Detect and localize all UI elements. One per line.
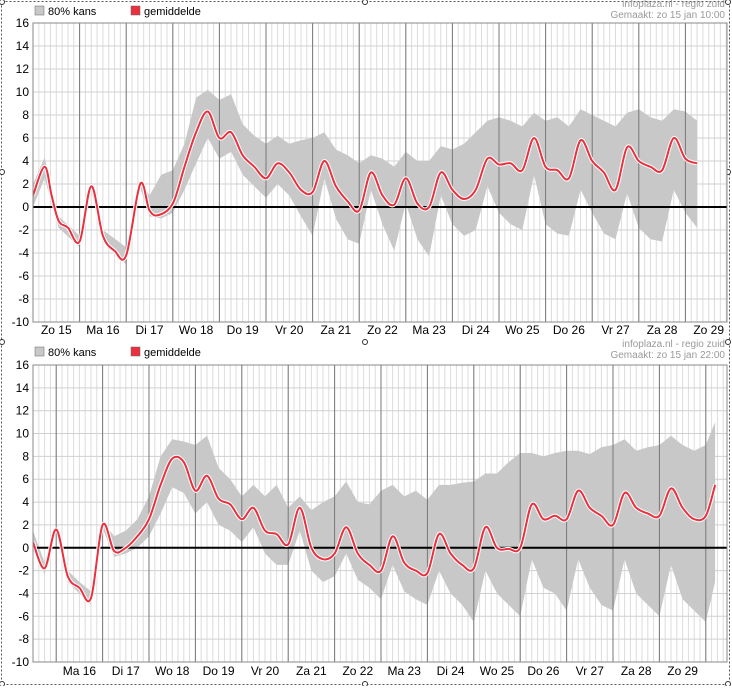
y-tick-label: -2 bbox=[18, 564, 29, 578]
legend-band-swatch bbox=[34, 346, 45, 357]
plot-inner bbox=[33, 23, 727, 322]
x-day-label: Za 28 bbox=[621, 664, 652, 678]
x-day-label: Zo 15 bbox=[41, 323, 72, 337]
resize-handle bbox=[0, 339, 5, 345]
resize-handle bbox=[362, 0, 368, 5]
x-day-label: Za 21 bbox=[321, 323, 352, 337]
source-label: infoplaza.nl - regio zuid bbox=[622, 339, 725, 350]
y-tick-label: 6 bbox=[22, 131, 29, 145]
x-day-label: Ma 16 bbox=[63, 664, 97, 678]
resize-handle bbox=[725, 0, 731, 5]
resize-handle bbox=[725, 339, 731, 345]
chart-panel-1: 16 14 12 10 8 6 4 2 0 -2 -4 -6 -8 -10 Zo 15 Ma 16 Di 17 W… bbox=[12, 0, 728, 337]
y-tick-label: -10 bbox=[12, 315, 30, 329]
x-day-label: Ma 23 bbox=[412, 323, 446, 337]
legend-band-label: 80% kans bbox=[48, 6, 97, 18]
y-tick-label: 12 bbox=[16, 404, 30, 418]
mean-line bbox=[33, 455, 717, 603]
x-day-label: Do 19 bbox=[227, 323, 259, 337]
y-tick-label: 8 bbox=[22, 108, 29, 122]
resize-handle bbox=[0, 0, 5, 5]
legend-mean-label: gemiddelde bbox=[144, 6, 201, 18]
x-day-label: Zo 29 bbox=[667, 664, 698, 678]
y-tick-label: -4 bbox=[18, 246, 29, 260]
y-tick-label: 4 bbox=[22, 495, 29, 509]
legend-mean-swatch bbox=[130, 5, 141, 16]
x-day-label: Ma 23 bbox=[388, 664, 422, 678]
band-80-percent bbox=[33, 422, 716, 622]
x-day-label: Vr 20 bbox=[251, 664, 280, 678]
y-tick-label: 2 bbox=[22, 518, 29, 532]
y-tick-label: -2 bbox=[18, 223, 29, 237]
x-day-label: Di 17 bbox=[135, 323, 163, 337]
x-day-label: Ma 16 bbox=[86, 323, 120, 337]
x-day-label: Vr 27 bbox=[601, 323, 630, 337]
resize-handle bbox=[362, 339, 368, 345]
resize-handle bbox=[0, 169, 5, 175]
x-day-label: Wo 25 bbox=[480, 664, 515, 678]
x-day-label: Wo 18 bbox=[179, 323, 214, 337]
x-day-label: Za 28 bbox=[647, 323, 678, 337]
plot-border bbox=[32, 22, 728, 323]
x-day-label: Wo 25 bbox=[505, 323, 540, 337]
y-tick-label: 0 bbox=[22, 200, 29, 214]
y-tick-label: 0 bbox=[22, 541, 29, 555]
y-tick-label: -8 bbox=[18, 292, 29, 306]
x-day-label: Di 24 bbox=[462, 323, 490, 337]
y-tick-label: 2 bbox=[22, 177, 29, 191]
resize-handle bbox=[0, 681, 5, 687]
x-day-label: Za 21 bbox=[296, 664, 327, 678]
mean-line bbox=[33, 110, 698, 261]
legend-mean-label: gemiddelde bbox=[144, 347, 201, 359]
band-80-percent bbox=[33, 89, 698, 265]
y-tick-label: -10 bbox=[12, 655, 30, 669]
y-tick-label: 10 bbox=[16, 427, 30, 441]
x-day-label: Zo 22 bbox=[367, 323, 398, 337]
y-tick-label: 14 bbox=[16, 381, 30, 395]
legend-band-swatch bbox=[34, 5, 45, 16]
x-day-label: Vr 20 bbox=[275, 323, 304, 337]
x-day-label: Do 26 bbox=[553, 323, 585, 337]
y-tick-label: -6 bbox=[18, 269, 29, 283]
y-tick-label: 16 bbox=[16, 16, 30, 30]
made-label: Gemaakt: zo 15 jan 10:00 bbox=[610, 10, 725, 21]
y-tick-label: 10 bbox=[16, 85, 30, 99]
y-tick-label: 6 bbox=[22, 472, 29, 486]
legend-mean-swatch bbox=[130, 346, 141, 357]
x-day-label: Di 17 bbox=[112, 664, 140, 678]
x-day-label: Di 24 bbox=[437, 664, 465, 678]
made-label: Gemaakt: zo 15 jan 22:00 bbox=[610, 350, 725, 361]
y-tick-label: 4 bbox=[22, 154, 29, 168]
plot-border bbox=[32, 364, 728, 663]
x-day-label: Do 19 bbox=[203, 664, 235, 678]
chart-panel-2: 16 14 12 10 8 6 4 2 0 -2 -4 -6 -8 -10 Ma 16 Di 17 Wo 18 D… bbox=[12, 339, 728, 678]
plot-inner bbox=[33, 365, 727, 662]
y-tick-label: 8 bbox=[22, 449, 29, 463]
resize-handle bbox=[362, 681, 368, 687]
source-label: infoplaza.nl - regio zuid bbox=[622, 0, 725, 10]
legend-band-label: 80% kans bbox=[48, 347, 97, 359]
y-tick-label: 16 bbox=[16, 358, 30, 372]
x-day-label: Vr 27 bbox=[576, 664, 605, 678]
y-tick-label: -8 bbox=[18, 632, 29, 646]
y-tick-label: 12 bbox=[16, 62, 30, 76]
x-day-label: Zo 29 bbox=[693, 323, 724, 337]
y-tick-label: 14 bbox=[16, 39, 30, 53]
resize-handle bbox=[725, 681, 731, 687]
x-day-label: Do 26 bbox=[527, 664, 559, 678]
y-tick-label: -4 bbox=[18, 586, 29, 600]
x-day-label: Wo 18 bbox=[155, 664, 190, 678]
x-day-label: Zo 22 bbox=[342, 664, 373, 678]
y-tick-label: -6 bbox=[18, 609, 29, 623]
